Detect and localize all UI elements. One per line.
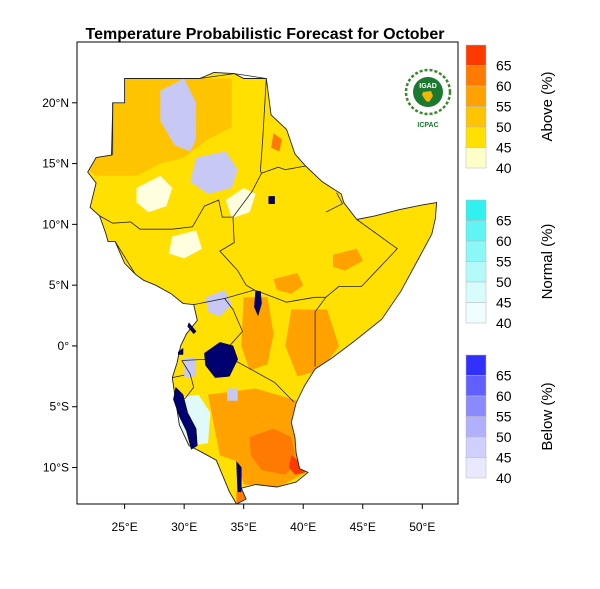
colorbar-cell [465,281,487,303]
colorbar-tick-label: 50 [496,274,512,290]
colorbar-cell [465,147,487,169]
lake [187,322,197,335]
map-title: Temperature Probabilistic Forecast for O… [85,26,445,43]
forecast-patch [205,290,232,317]
lon-tick-label: 40°E [290,520,316,534]
border-line [99,199,233,230]
lake [177,347,184,355]
coastline [87,71,438,505]
colorbar-cell [465,261,487,283]
latitude-ticks: 20°N 15°N 10°N 5°N 0° 5°S 10°S [42,96,77,475]
colorbar-cell [465,106,487,128]
colorbar-cell [465,240,487,262]
colorbar-tick-label: 40 [496,470,512,486]
lon-tick-label: 45°E [350,520,376,534]
lake [254,290,262,317]
colorbar-cell [465,375,487,397]
lake [268,196,275,204]
lat-tick-label: 0° [58,339,70,353]
colorbar-tick-label: 65 [496,368,512,384]
longitude-ticks: 25°E 30°E 35°E 40°E 45°E 50°E [112,504,435,534]
colorbar-tick-label: 65 [496,213,512,229]
colorbar-tick-label: 40 [496,315,512,331]
border-line [172,374,185,378]
colorbar-cell [465,436,487,458]
forecast-patch [241,297,274,371]
colorbar-tick-label: 50 [496,429,512,445]
colorbar-tick-label: 60 [496,233,512,249]
colorbar-cell [465,65,487,87]
border-line [114,241,136,275]
colorbar-cell [465,220,487,242]
colorbar-above: 65 60 55 50 45 40 Above (%) [465,44,556,176]
logo-caption: ICPAC [417,122,438,129]
colorbar-tick-label: 65 [496,58,512,74]
forecast-patch [227,388,238,401]
colorbar-tick-label: 55 [496,254,512,270]
colorbar-tick-label: 55 [496,409,512,425]
lake [204,342,238,378]
colorbar-tick-label: 60 [496,78,512,94]
forecast-patch [285,309,339,377]
colorbar-tick-label: 45 [496,295,512,311]
forecast-patch [184,358,197,378]
colorbar-tick-label: 40 [496,160,512,176]
border-line [325,219,398,298]
lon-tick-label: 35°E [231,520,257,534]
colorbar-cell [465,395,487,417]
colorbar-normal: 65 60 55 50 45 40 Normal (%) [465,199,556,331]
colorbar-tick-label: 50 [496,119,512,135]
colorbar-title: Below (%) [539,382,556,450]
colorbar-cell [465,85,487,107]
colorbar-cell [465,126,487,148]
forecast-patch [136,175,173,213]
colorbar-tick-label: 60 [496,388,512,404]
lat-tick-label: 10°N [42,217,69,231]
colorbar-legends: 65 60 55 50 45 40 Above (%) 65 60 55 50 45 40 Normal … [465,44,556,486]
forecast-patch [225,187,256,219]
forecast-patch [271,133,282,152]
colorbar-cell [465,199,487,221]
lat-tick-label: 15°N [42,157,69,171]
forecast-patch [273,273,304,294]
forecast-overlays [88,78,363,504]
colorbar-cell [465,44,487,66]
colorbar-tick-label: 55 [496,99,512,115]
lon-tick-label: 50°E [409,520,435,534]
colorbar-below: 65 60 55 50 45 40 Below (%) [465,354,556,486]
forecast-patch [190,151,238,194]
lon-tick-label: 30°E [171,520,197,534]
forecast-patch [249,428,297,475]
lat-tick-label: 10°S [43,461,69,475]
lake [236,460,242,493]
forecast-patch [160,78,197,152]
lon-tick-label: 25°E [112,520,138,534]
colorbar-cell [465,354,487,376]
forecast-patch [168,230,202,259]
lat-tick-label: 20°N [42,96,69,110]
colorbar-cell [465,457,487,479]
border-line [219,173,262,291]
colorbar-cell [465,416,487,438]
lat-tick-label: 5°S [50,400,69,414]
lake [173,386,198,450]
forecast-patch [333,248,363,271]
colorbar-tick-label: 45 [496,450,512,466]
colorbar-tick-label: 45 [496,140,512,156]
colorbar-title: Above (%) [539,71,556,141]
border-line [325,192,344,213]
lakes [173,196,275,493]
colorbar-cell [465,302,487,324]
logo-org: IGAD [419,83,437,90]
colorbar-title: Normal (%) [539,224,556,300]
lat-tick-label: 5°N [49,278,69,292]
igad-icpac-logo: IGAD ICPAC [404,68,452,129]
